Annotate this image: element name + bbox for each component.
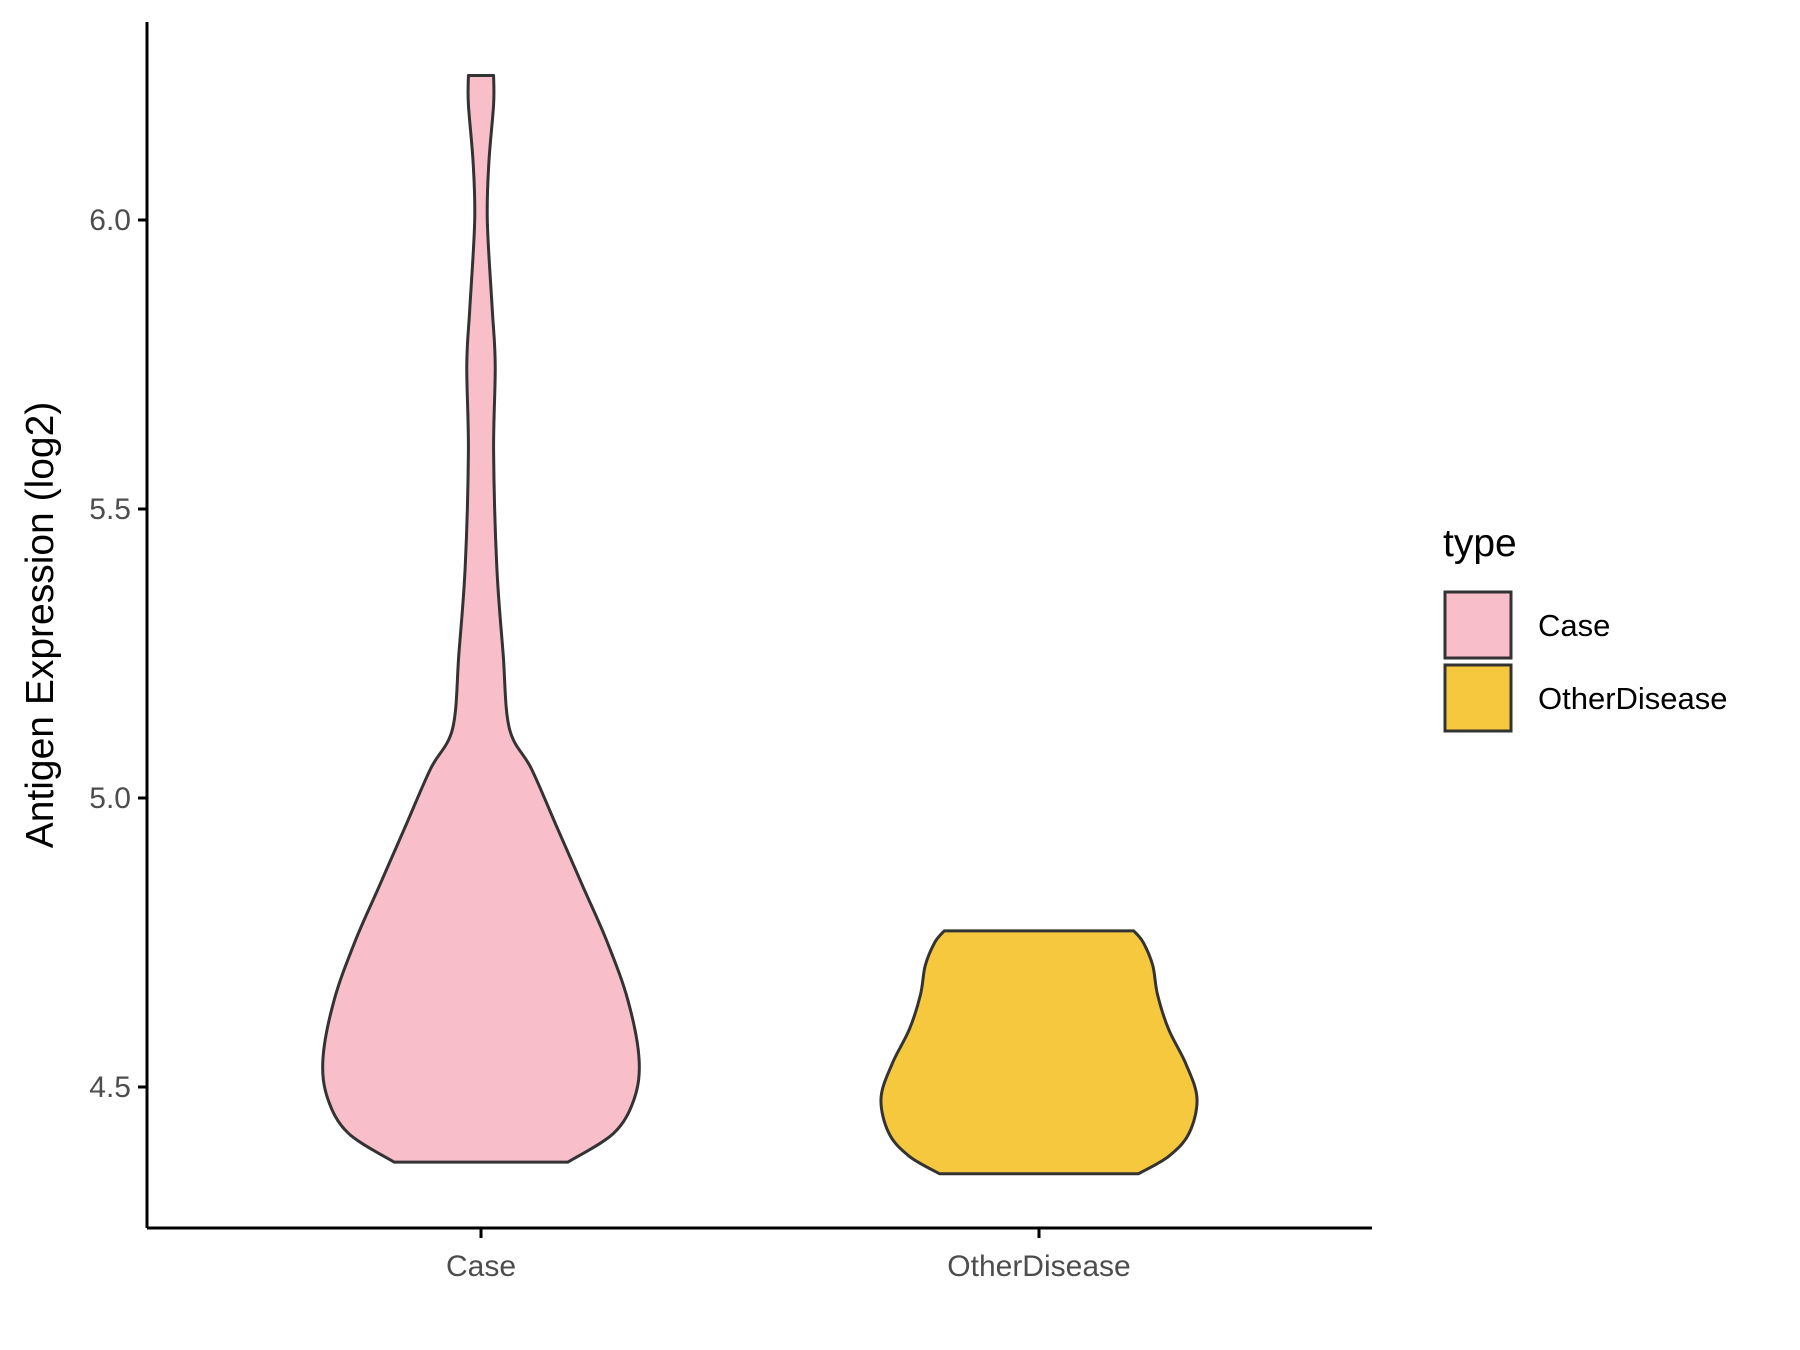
y-axis-ticks: 4.5 5.0 5.5 6.0 — [89, 204, 147, 1104]
legend: type Case OtherDisease — [1443, 522, 1728, 733]
legend-title: type — [1443, 522, 1517, 565]
legend-label: Case — [1538, 608, 1610, 643]
legend-label: OtherDisease — [1538, 681, 1728, 716]
y-axis-title: Antigen Expression (log2) — [19, 402, 62, 849]
x-tick-label: Case — [446, 1250, 516, 1283]
legend-key-otherdisease — [1443, 663, 1513, 733]
x-axis-ticks: Case OtherDisease — [446, 1228, 1131, 1283]
y-tick-label: 4.5 — [89, 1071, 131, 1104]
violins-layer — [321, 74, 1199, 1176]
y-tick-label: 5.0 — [89, 782, 131, 815]
y-tick-label: 5.5 — [89, 493, 131, 526]
y-tick-label: 6.0 — [89, 204, 131, 237]
legend-key-case — [1443, 590, 1513, 660]
violin-case — [321, 74, 641, 1164]
legend-entries: Case OtherDisease — [1443, 590, 1728, 733]
violin-otherdisease — [879, 929, 1199, 1176]
x-tick-label: OtherDisease — [947, 1250, 1130, 1283]
